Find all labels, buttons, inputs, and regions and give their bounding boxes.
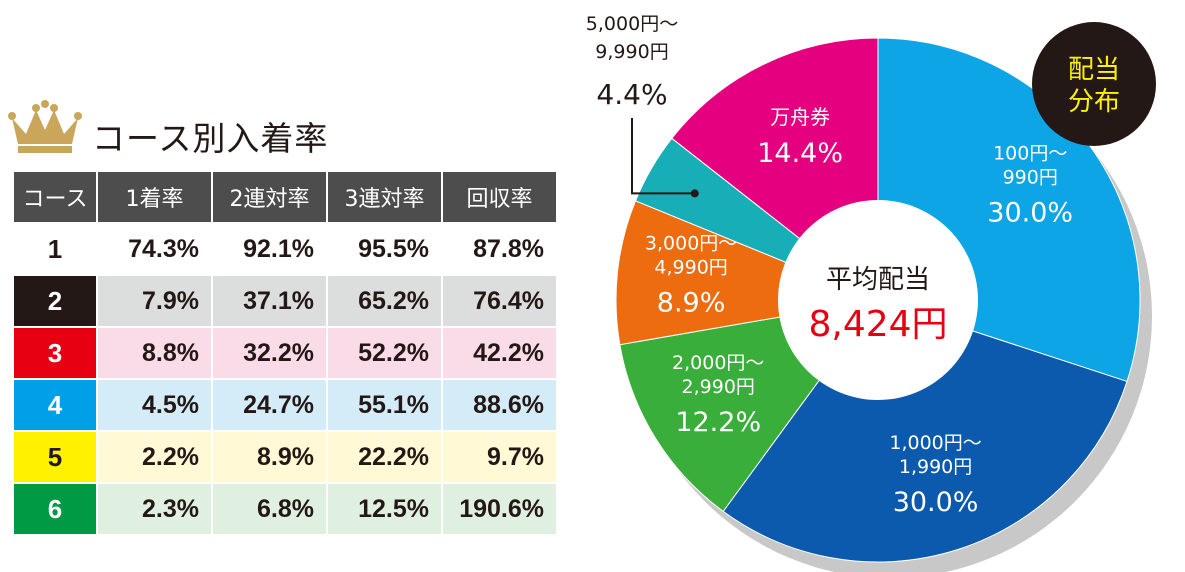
table-cell-c4: 76.4% [441,274,558,328]
table-row: 4 4.5% 24.7% 55.1% 88.6% [12,378,558,432]
slice-label-range: 1,990円 [899,456,972,478]
table-cell-c3: 22.2% [326,430,443,484]
course-number-badge: 4 [12,378,98,432]
slice-label-range: 2,000円〜 [672,352,764,374]
table-cell-c1: 8.8% [96,326,213,380]
table-cell-c4: 87.8% [441,222,558,276]
leader-line [631,118,695,195]
table-cell-c4: 42.2% [441,326,558,380]
badge-label: 分布 [1068,87,1120,117]
table-cell-c3: 95.5% [326,222,443,276]
slice-label-range: 5,000円〜 [586,13,678,35]
slice-label-percent: 30.0% [987,198,1073,229]
table-cell-c3: 65.2% [326,274,443,328]
slice-label-range: 1,000円〜 [889,432,981,454]
slice-label-range: 990円 [1003,167,1058,189]
table-row: 2 7.9% 37.1% 65.2% 76.4% [12,274,558,328]
table-cell-c3: 12.5% [326,482,443,536]
slice-label-percent: 8.9% [657,288,726,319]
table-cell-c2: 6.8% [211,482,328,536]
table-cell-c2: 92.1% [211,222,328,276]
course-number-badge: 3 [12,326,98,380]
table-cell-c4: 190.6% [441,482,558,536]
course-number-badge: 5 [12,430,98,484]
header-top2-rate: 2連対率 [211,170,328,224]
table-title: コース別入着率 [92,119,329,158]
slice-label-range: 100円〜 [993,143,1067,165]
course-stats-table: コース 1着率 2連対率 3連対率 回収率 1 74.3% 92.1% 95.5% 87… [12,170,558,536]
slice-label-percent: 12.2% [675,407,761,438]
table-cell-c3: 55.1% [326,378,443,432]
table-row: 1 74.3% 92.1% 95.5% 87.8% [12,222,558,276]
center-value: 8,424円 [808,304,947,345]
table-cell-c2: 32.2% [211,326,328,380]
table-cell-c4: 9.7% [441,430,558,484]
header-course: コース [12,170,98,224]
table-cell-c2: 24.7% [211,378,328,432]
badge-label: 配当 [1068,55,1120,85]
crown-icon [8,100,82,153]
table-row: 6 2.3% 6.8% 12.5% 190.6% [12,482,558,536]
table-header-row: コース 1着率 2連対率 3連対率 回収率 [12,170,558,224]
table-row: 3 8.8% 32.2% 52.2% 42.2% [12,326,558,380]
course-number-badge: 1 [12,222,98,276]
course-number-badge: 2 [12,274,98,328]
badge-circle [1032,22,1156,146]
pie-center-hole [778,200,978,400]
course-number-badge: 6 [12,482,98,536]
header-return-rate: 回収率 [441,170,558,224]
slice-label-percent: 14.4% [757,138,843,169]
table-cell-c1: 2.3% [96,482,213,536]
table-cell-c2: 37.1% [211,274,328,328]
table-row: 5 2.2% 8.9% 22.2% 9.7% [12,430,558,484]
slice-label-range: 4,990円 [654,257,727,279]
slice-label-name: 万舟券 [770,105,830,129]
slice-label-percent: 30.0% [893,487,979,518]
slice-label-range: 9,990円 [595,41,668,63]
slice-label-percent: 4.4% [596,78,667,111]
slice-label-range: 3,000円〜 [645,233,737,255]
pie-slice [722,299,1128,563]
table-cell-c3: 52.2% [326,326,443,380]
table-cell-c1: 7.9% [96,274,213,328]
header-top3-rate: 3連対率 [326,170,443,224]
center-label: 平均配当 [826,265,930,295]
table-cell-c4: 88.6% [441,378,558,432]
header-win-rate: 1着率 [96,170,213,224]
table-cell-c1: 4.5% [96,378,213,432]
slice-label-range: 2,990円 [682,376,755,398]
table-cell-c1: 2.2% [96,430,213,484]
table-cell-c1: 74.3% [96,222,213,276]
table-cell-c2: 8.9% [211,430,328,484]
